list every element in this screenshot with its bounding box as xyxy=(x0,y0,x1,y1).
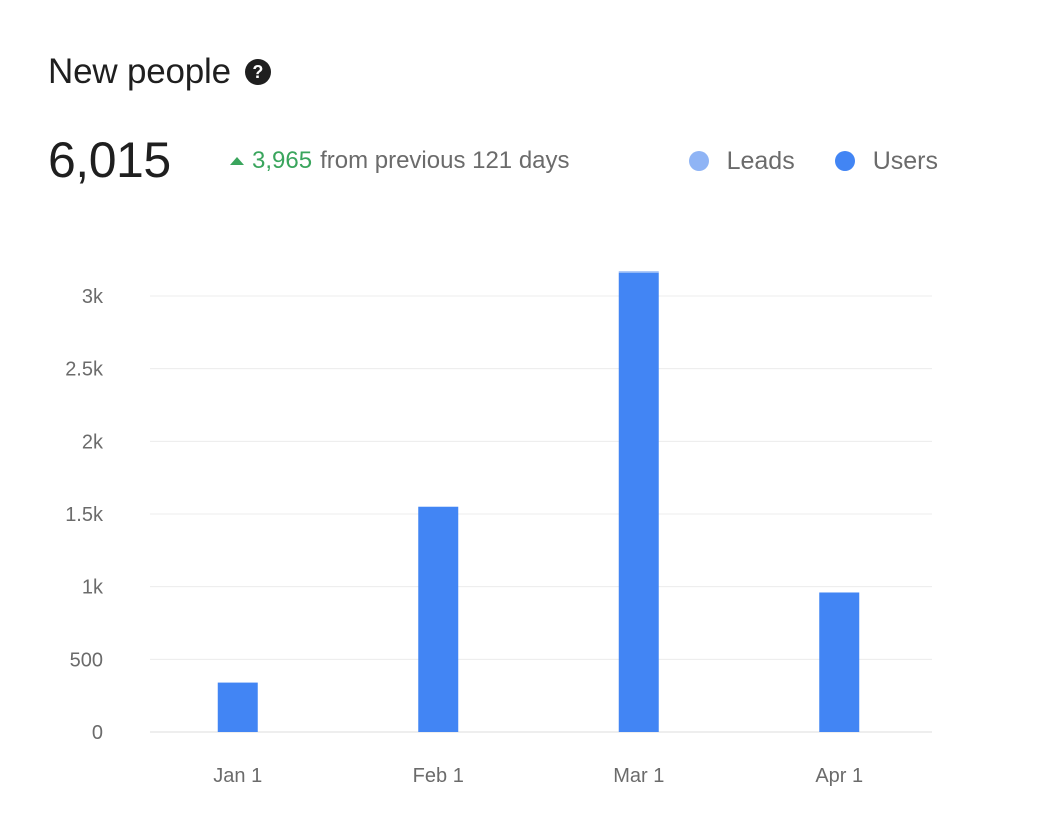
question-circle-icon[interactable]: ? xyxy=(244,59,271,85)
summary-row: 6,015 3,965 from previous 121 days Leads… xyxy=(48,132,938,192)
total-count: 6,015 xyxy=(48,132,171,188)
delta-text: from previous 121 days xyxy=(320,147,570,174)
page-title: New people xyxy=(48,52,231,91)
legend-dot-leads xyxy=(688,151,709,171)
legend-item-users[interactable]: Users xyxy=(834,146,938,176)
x-tick-label: Mar 1 xyxy=(613,765,664,787)
legend-item-leads[interactable]: Leads xyxy=(688,146,795,176)
bar-users xyxy=(217,682,258,732)
x-tick-label: Feb 1 xyxy=(413,765,464,787)
legend-label-leads: Leads xyxy=(726,147,795,175)
bar-leads xyxy=(618,271,659,273)
legend-label-users: Users xyxy=(872,147,938,175)
y-tick-label: 1k xyxy=(82,577,104,599)
chart-header: New people ? xyxy=(48,52,271,92)
delta-indicator: 3,965 from previous 121 days xyxy=(230,146,570,176)
x-tick-label: Apr 1 xyxy=(815,765,863,787)
legend-dot-users xyxy=(834,151,855,171)
y-tick-label: 0 xyxy=(92,722,103,744)
y-tick-label: 500 xyxy=(70,649,103,671)
y-tick-label: 1.5k xyxy=(65,504,104,526)
y-tick-label: 3k xyxy=(82,286,104,308)
chart-legend: Leads Users xyxy=(688,146,938,176)
arrow-up-icon xyxy=(230,157,244,165)
y-tick-label: 2.5k xyxy=(65,359,104,381)
bar-users xyxy=(819,592,860,732)
bar-users xyxy=(418,506,459,732)
bar-users xyxy=(618,272,659,732)
delta-value: 3,965 xyxy=(252,147,313,174)
y-tick-label: 2k xyxy=(82,431,104,453)
x-tick-label: Jan 1 xyxy=(213,765,262,787)
